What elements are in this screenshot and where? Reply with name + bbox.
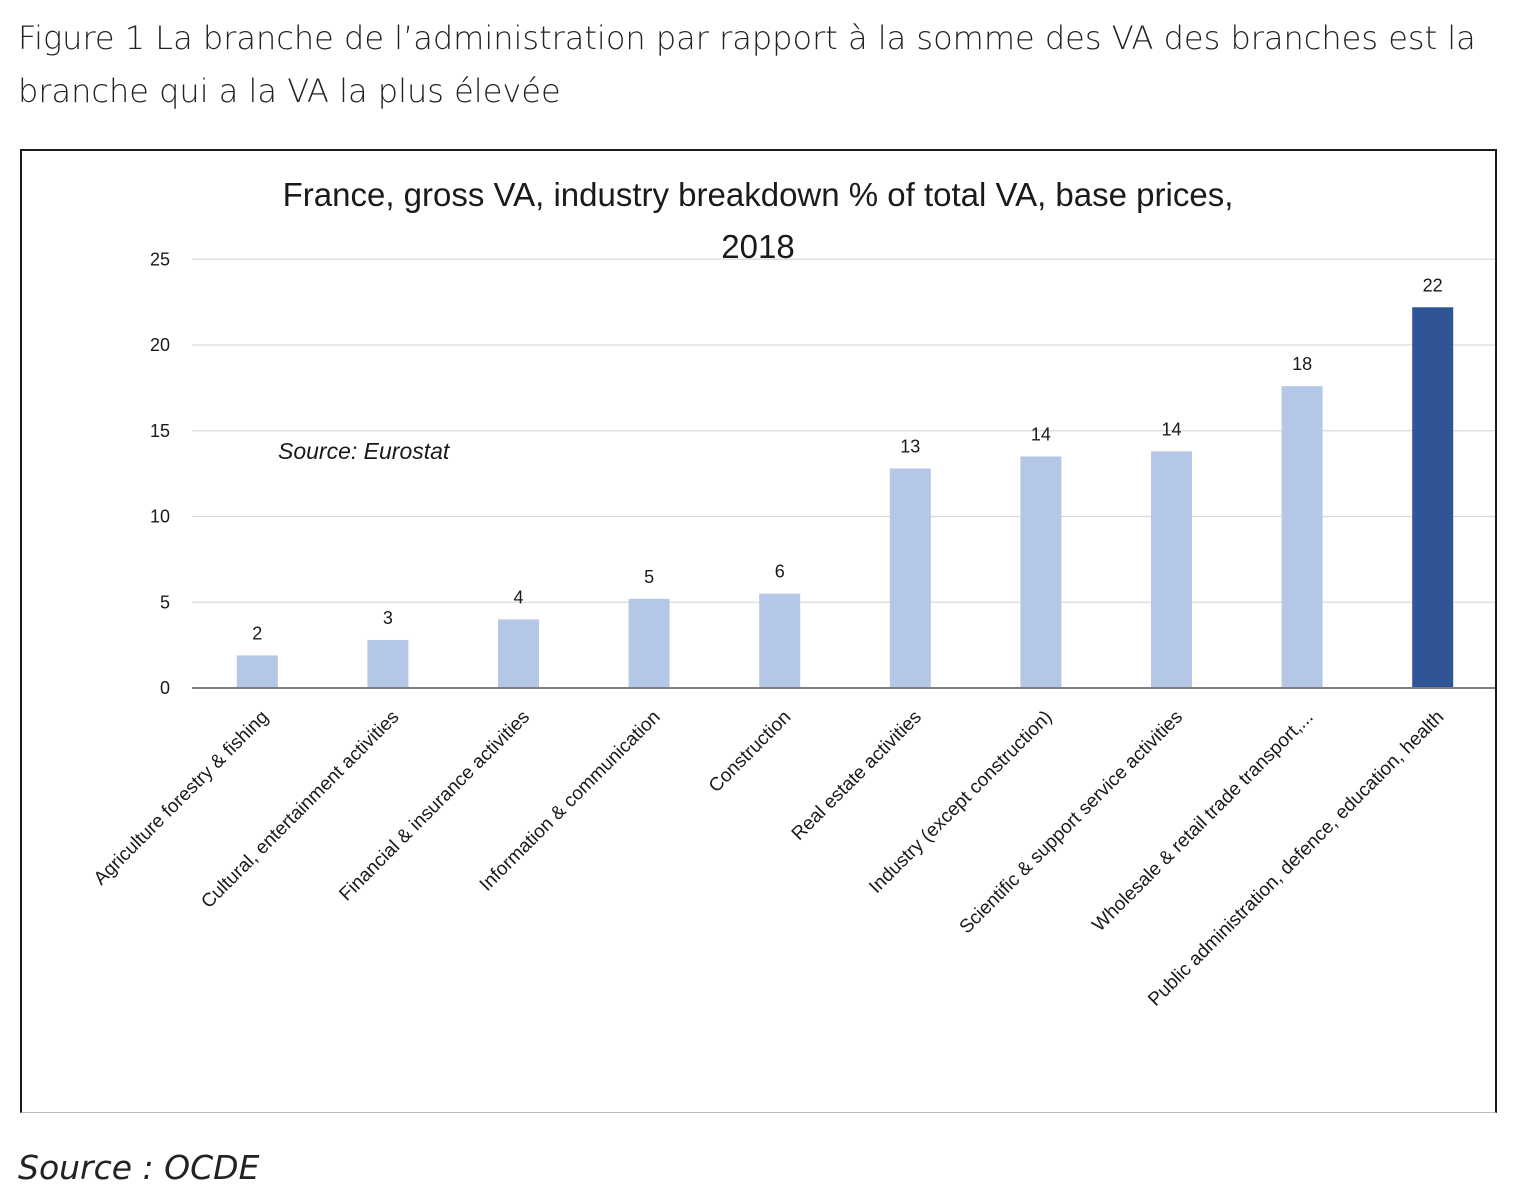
y-tick-label-25: 25 — [150, 249, 170, 269]
bar-chart: France, gross VA, industry breakdown % o… — [90, 176, 1495, 1011]
y-tick-label-20: 20 — [150, 335, 170, 355]
bar-8 — [1151, 451, 1192, 688]
bar-10 — [1412, 307, 1454, 688]
data-label-4: 5 — [644, 567, 654, 587]
bar-7 — [1020, 456, 1062, 688]
bar-6 — [889, 468, 931, 688]
data-label-9: 18 — [1292, 354, 1312, 374]
data-label-2: 3 — [383, 608, 393, 628]
category-label-9: Wholesale & retail trade transport,... — [1088, 707, 1317, 936]
data-label-8: 14 — [1161, 419, 1181, 439]
annotation-source-eurostat: Source: Eurostat — [278, 438, 451, 464]
category-label-8: Scientific & support service activities — [956, 707, 1187, 938]
category-label-5: Construction — [705, 707, 795, 797]
chart-frame: France, gross VA, industry breakdown % o… — [20, 149, 1497, 1113]
y-tick-label-10: 10 — [150, 507, 170, 527]
figure-caption: Figure 1 La branche de l’administration … — [18, 19, 1476, 110]
bar-3 — [498, 619, 539, 688]
source-note: Source : OCDE — [18, 1148, 260, 1187]
data-label-10: 22 — [1423, 275, 1443, 295]
bar-9 — [1281, 386, 1323, 688]
y-tick-label-5: 5 — [160, 592, 170, 612]
bar-4 — [628, 598, 670, 688]
data-label-5: 6 — [775, 562, 785, 582]
y-tick-label-15: 15 — [150, 421, 170, 441]
bar-2 — [367, 639, 409, 688]
bar-1 — [236, 655, 278, 688]
data-label-7: 14 — [1031, 424, 1051, 444]
category-label-10: Public administration, defence, educatio… — [1144, 707, 1448, 1011]
chart-title-line1: France, gross VA, industry breakdown % o… — [283, 176, 1234, 213]
bar-5 — [759, 593, 801, 688]
data-label-3: 4 — [513, 587, 523, 607]
category-label-6: Real estate activities — [788, 707, 926, 845]
y-tick-label-0: 0 — [160, 678, 170, 698]
data-label-6: 13 — [900, 436, 920, 456]
data-label-1: 2 — [252, 623, 262, 643]
